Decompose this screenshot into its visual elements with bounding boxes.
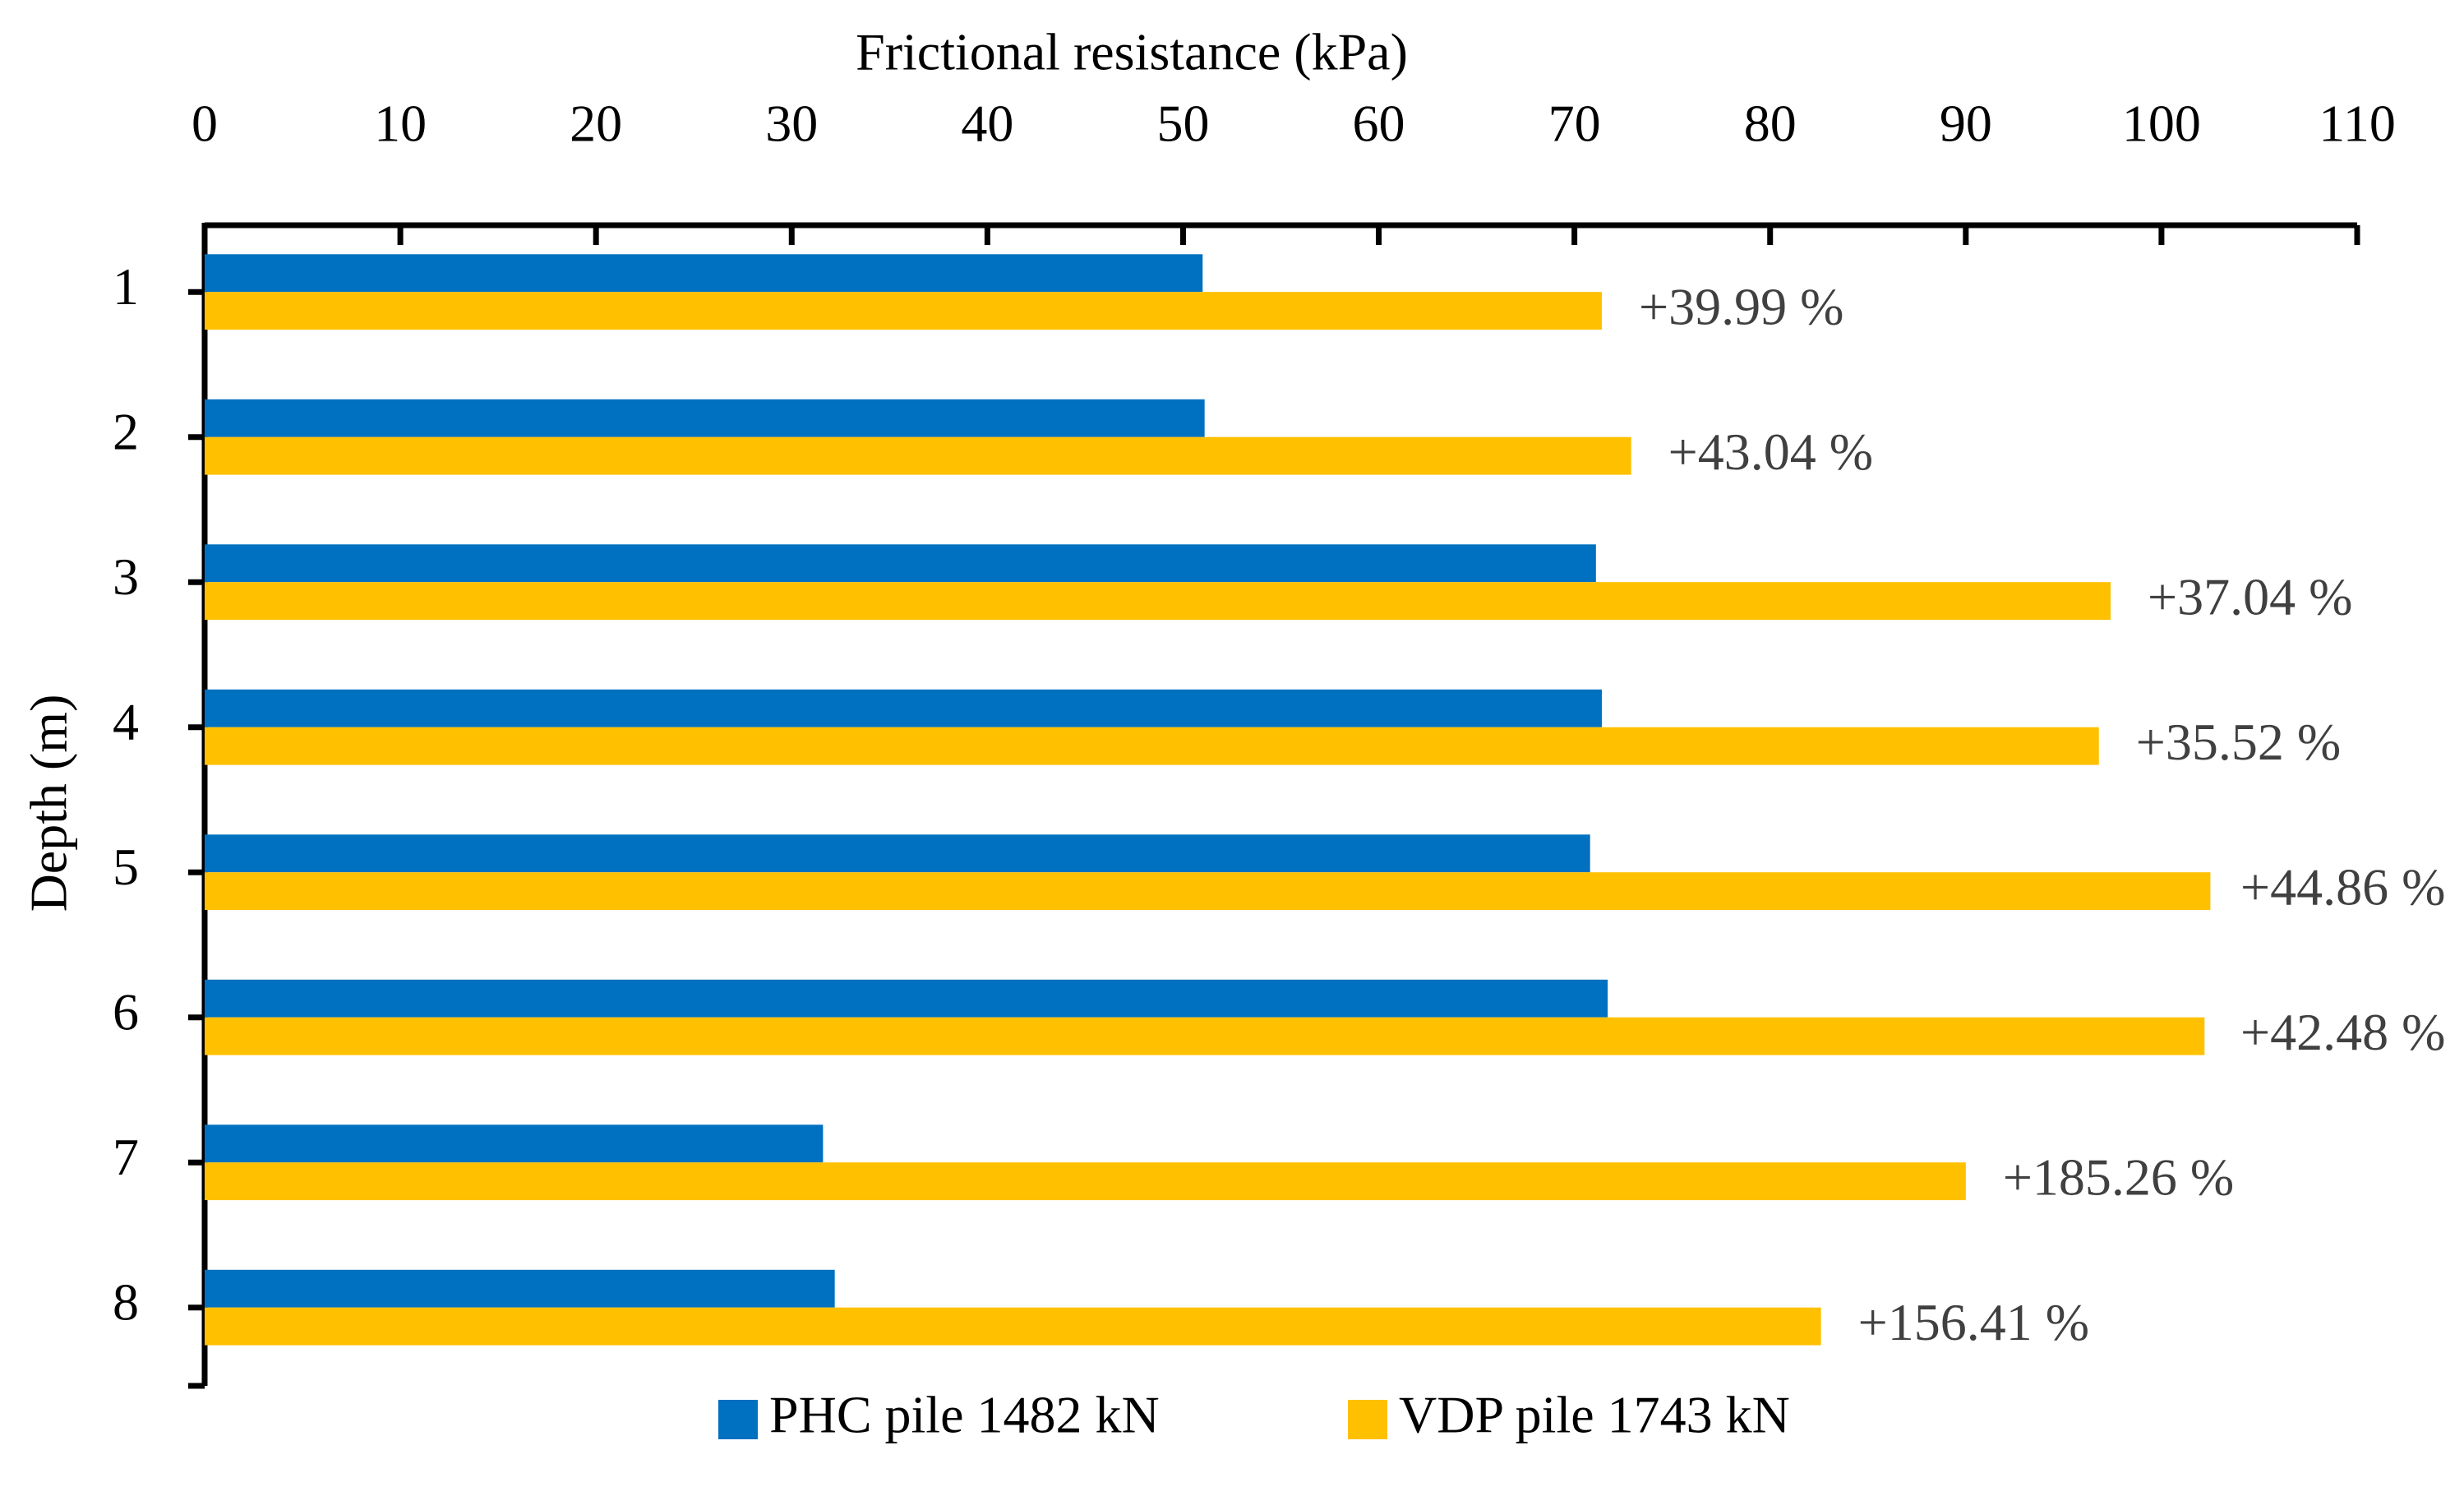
x-tick-label: 80: [1744, 95, 1797, 153]
bar: [205, 727, 2099, 765]
x-tick-label: 20: [570, 95, 622, 153]
y-tick-label: 3: [113, 547, 139, 606]
bar: [205, 1124, 824, 1163]
x-tick-label: 10: [374, 95, 427, 153]
annotation: +185.26 %: [2003, 1148, 2234, 1207]
x-tick-label: 110: [2319, 95, 2396, 153]
bar: [205, 254, 1203, 293]
y-tick-label: 7: [113, 1128, 139, 1186]
annotation: +35.52 %: [2136, 713, 2341, 771]
y-tick-label: 8: [113, 1272, 139, 1331]
x-tick-label: 100: [2122, 95, 2201, 153]
x-tick-label: 0: [191, 95, 218, 153]
y-axis-title: Depth (m): [20, 695, 78, 912]
bar: [205, 979, 1608, 1018]
bar: [205, 292, 1602, 330]
y-tick-label: 5: [113, 838, 139, 896]
x-axis-title: Frictional resistance (kPa): [856, 23, 1408, 81]
legend-swatch: [718, 1400, 758, 1439]
bar: [205, 436, 1631, 475]
annotation: +39.99 %: [1639, 278, 1843, 336]
legend-swatch: [1348, 1400, 1387, 1439]
legend-label: PHC pile 1482 kN: [769, 1386, 1160, 1444]
x-tick-label: 30: [765, 95, 818, 153]
bar: [205, 1162, 1966, 1201]
bar: [205, 1269, 835, 1308]
bar: [205, 872, 2211, 911]
x-tick-label: 90: [1940, 95, 1992, 153]
legend-label: VDP pile 1743 kN: [1399, 1386, 1790, 1444]
annotation: +156.41 %: [1858, 1293, 2089, 1351]
bar: [205, 582, 2111, 621]
bar: [205, 1017, 2205, 1055]
x-tick-label: 70: [1548, 95, 1601, 153]
annotation: +42.48 %: [2240, 1003, 2445, 1061]
y-tick-label: 4: [113, 692, 139, 750]
y-tick-label: 6: [113, 982, 139, 1041]
annotation: +37.04 %: [2148, 568, 2352, 626]
bar: [205, 544, 1596, 583]
bar: [205, 834, 1590, 873]
y-tick-label: 2: [113, 402, 139, 460]
annotation: +44.86 %: [2240, 858, 2445, 917]
bar: [205, 399, 1205, 437]
annotation: +43.04 %: [1668, 422, 1873, 481]
y-tick-label: 1: [113, 257, 139, 316]
x-tick-label: 50: [1156, 95, 1209, 153]
bar: [205, 1307, 1821, 1346]
x-tick-label: 60: [1353, 95, 1405, 153]
x-tick-label: 40: [961, 95, 1013, 153]
bar: [205, 689, 1602, 727]
